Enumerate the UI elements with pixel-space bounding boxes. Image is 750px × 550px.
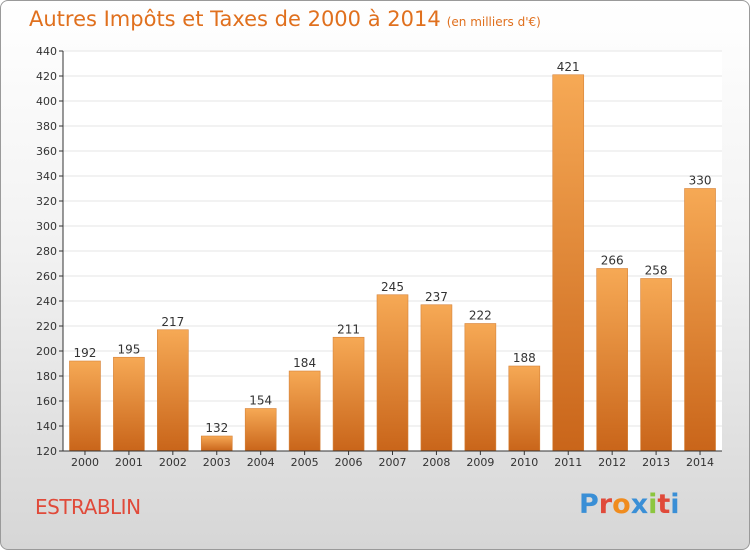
x-tick-label: 2011 [554, 456, 582, 469]
data-label: 217 [161, 315, 184, 329]
axes [59, 50, 722, 455]
bar [113, 356, 145, 452]
data-label: 245 [381, 280, 404, 294]
y-tick-label: 300 [36, 220, 57, 233]
y-tick-label: 240 [36, 295, 57, 308]
logo-letter: i [670, 489, 680, 520]
data-label: 330 [689, 174, 712, 188]
data-label: 258 [645, 264, 668, 278]
y-tick-label: 420 [36, 70, 57, 83]
bar [157, 329, 189, 452]
x-tick-label: 2005 [291, 456, 319, 469]
chart-subtitle: (en milliers d'€) [446, 15, 541, 29]
data-label: 188 [513, 351, 536, 365]
bar [69, 360, 101, 452]
x-tick-label: 2009 [466, 456, 494, 469]
y-tick-label: 260 [36, 270, 57, 283]
bar [508, 365, 541, 452]
data-label: 222 [469, 309, 492, 323]
y-tick-label: 180 [36, 370, 57, 383]
y-tick-label: 340 [36, 170, 57, 183]
bar [420, 304, 453, 452]
commune-name: ESTRABLIN [35, 495, 141, 519]
y-tick-label: 220 [36, 320, 57, 333]
chart-title: Autres Impôts et Taxes de 2000 à 2014 (en… [29, 7, 541, 31]
bar [200, 435, 233, 452]
logo-letter: i [648, 489, 658, 520]
logo-letter: t [657, 489, 671, 520]
x-tick-label: 2004 [247, 456, 275, 469]
data-label: 237 [425, 290, 448, 304]
logo-letter: P [579, 489, 599, 520]
data-label: 421 [557, 60, 580, 74]
y-tick-label: 440 [36, 45, 57, 58]
bars [69, 74, 716, 452]
x-tick-label: 2006 [335, 456, 363, 469]
y-tick-label: 360 [36, 145, 57, 158]
x-tick-label: 2007 [379, 456, 407, 469]
x-tick-label: 2010 [510, 456, 538, 469]
chart-title-text: Autres Impôts et Taxes de 2000 à 2014 [29, 7, 441, 31]
x-tick-label: 2003 [203, 456, 231, 469]
data-label: 132 [205, 421, 228, 435]
data-label: 192 [74, 346, 97, 360]
y-tick-label: 280 [36, 245, 57, 258]
bar [376, 294, 409, 452]
bar [288, 370, 321, 452]
y-tick-label: 140 [36, 420, 57, 433]
bar [640, 278, 672, 452]
x-tick-label: 2000 [71, 456, 99, 469]
y-tick-label: 160 [36, 395, 57, 408]
x-tick-label: 2013 [642, 456, 670, 469]
bar [684, 188, 716, 452]
y-tick-label: 320 [36, 195, 57, 208]
data-label: 195 [117, 342, 140, 356]
x-tick-label: 2014 [686, 456, 714, 469]
data-label: 184 [293, 356, 316, 370]
data-label: 154 [249, 394, 272, 408]
proxiti-logo: Proxiti [579, 489, 680, 520]
y-tick-label: 120 [36, 445, 57, 458]
bar [244, 408, 277, 452]
bar [596, 268, 628, 452]
logo-letter: x [630, 489, 649, 520]
logo-letter: o [612, 489, 631, 520]
data-label: 266 [601, 254, 624, 268]
y-tick-label: 200 [36, 345, 57, 358]
bar [332, 336, 365, 452]
labels: 120 140 160 180 200 220 240 260 280 300 320 340 360 3… [36, 45, 714, 469]
data-label: 211 [337, 322, 360, 336]
x-tick-label: 2001 [115, 456, 143, 469]
x-tick-label: 2002 [159, 456, 187, 469]
logo-letter: r [598, 489, 613, 520]
bar [552, 74, 585, 452]
x-tick-label: 2008 [422, 456, 450, 469]
y-tick-label: 400 [36, 95, 57, 108]
y-tick-label: 380 [36, 120, 57, 133]
bar [464, 323, 497, 452]
x-tick-label: 2012 [598, 456, 626, 469]
